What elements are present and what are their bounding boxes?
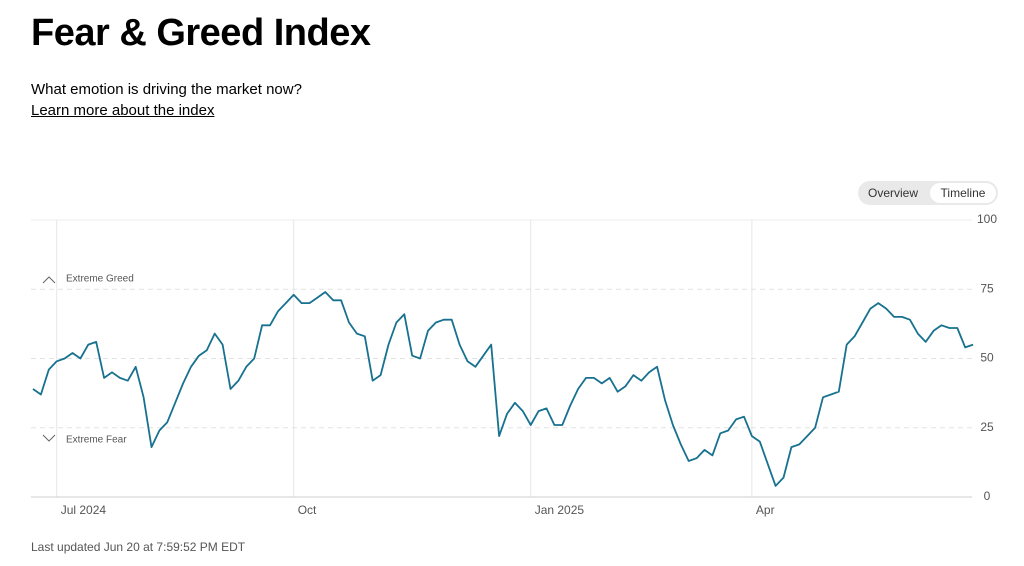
x-tick-label: Jan 2025 (535, 503, 585, 517)
fear-icon (42, 434, 56, 442)
x-tick-label: Apr (756, 503, 775, 517)
page-title: Fear & Greed Index (31, 12, 371, 54)
chart: Jul 2024 Oct Jan 2025 Apr 0 25 50 75 100 Extreme … (31, 212, 997, 517)
last-updated: Last updated Jun 20 at 7:59:52 PM EDT (31, 540, 246, 554)
toggle-option[interactable]: Timeline (930, 183, 996, 203)
learn-more-link[interactable]: Learn more about the index (31, 102, 215, 119)
y-tick-label: 100 (977, 212, 997, 226)
subtitle: What emotion is driving the market now? (31, 81, 302, 98)
annotation: Extreme Greed (66, 274, 134, 285)
y-tick-label: 50 (980, 351, 994, 365)
y-tick-label: 0 (984, 489, 991, 503)
y-tick-label: 25 (980, 420, 994, 434)
view-toggle: Overview Timeline (858, 181, 998, 205)
y-tick-label: 75 (980, 281, 994, 295)
annotation: Extreme Fear (66, 435, 127, 446)
toggle-option[interactable]: Overview (867, 186, 918, 200)
greed-icon (42, 276, 56, 284)
index-line (32, 291, 974, 487)
x-tick-label: Jul 2024 (61, 503, 107, 517)
x-tick-label: Oct (298, 503, 317, 517)
